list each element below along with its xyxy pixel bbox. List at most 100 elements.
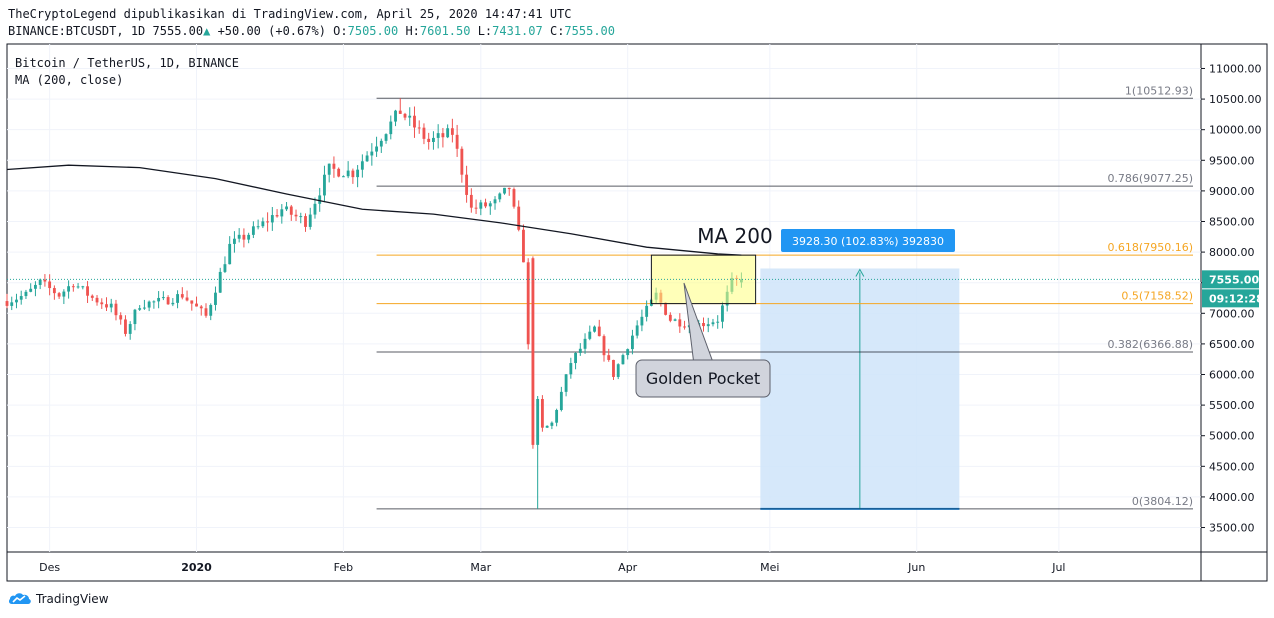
candle-body	[76, 286, 80, 288]
candle-body	[593, 326, 596, 332]
y-tick-label: 4500.00	[1209, 460, 1255, 473]
candle-body	[337, 168, 341, 177]
candle-body	[555, 409, 559, 423]
x-tick-label: Jul	[1051, 561, 1065, 574]
candle-body	[427, 138, 431, 142]
x-tick-label: Mar	[470, 561, 491, 574]
candle-body	[86, 286, 89, 296]
candle-body	[142, 307, 146, 309]
candle-body	[119, 315, 123, 320]
candle-body	[597, 326, 601, 337]
candle-body	[346, 170, 350, 177]
candle-body	[465, 174, 469, 195]
candle-body	[223, 264, 227, 272]
candle-body	[43, 279, 47, 282]
x-tick-label: Jun	[907, 561, 925, 574]
ma200-annotation: MA 200	[697, 224, 772, 248]
candle-body	[356, 169, 360, 178]
candle-body	[166, 297, 170, 305]
projection-label: 3928.30 (102.83%) 392830	[792, 235, 944, 248]
candle-body	[67, 286, 71, 292]
candle-body	[5, 301, 9, 306]
candle-body	[29, 288, 33, 292]
candle-body	[512, 189, 516, 207]
candle-body	[199, 306, 203, 309]
symbol-label: BINANCE:BTCUSDT, 1D	[8, 24, 146, 38]
chart-attribution: TheCryptoLegend dipublikasikan di Tradin…	[8, 7, 572, 21]
candle-body	[71, 286, 75, 288]
candle-body	[607, 355, 611, 360]
candle-body	[275, 215, 279, 217]
candle-body	[351, 170, 355, 178]
last-price-tag	[1202, 270, 1259, 289]
chart-frame	[6, 43, 1268, 582]
candle-body	[540, 398, 544, 428]
countdown-tag	[1202, 289, 1259, 308]
close-value: 7555.00	[564, 24, 615, 38]
candle-body	[588, 331, 592, 339]
fib-level-label: 0.382(6366.88)	[1107, 338, 1193, 351]
candle-body	[147, 301, 151, 308]
candle-body	[242, 234, 246, 240]
y-tick-label: 6500.00	[1209, 338, 1255, 351]
candle-body	[15, 299, 18, 303]
tradingview-footer[interactable]: TradingView	[8, 592, 109, 606]
candle-body	[323, 174, 326, 196]
candle-body	[522, 229, 525, 263]
y-tick-label: 8000.00	[1209, 246, 1255, 259]
candle-body	[602, 336, 606, 356]
candle-body	[526, 262, 530, 345]
tradingview-brand: TradingView	[36, 592, 109, 606]
candle-body	[10, 302, 14, 306]
candle-body	[536, 398, 540, 445]
candle-body	[370, 151, 374, 156]
candle-body	[550, 422, 554, 426]
y-tick-label: 5500.00	[1209, 399, 1255, 412]
candle-body	[403, 113, 407, 118]
y-tick-label: 7000.00	[1209, 307, 1255, 320]
candle-body	[48, 281, 52, 289]
close-label: C:	[549, 24, 565, 38]
candle-body	[52, 288, 56, 294]
candle-body	[683, 326, 686, 328]
countdown-tag-label: 09:12:28	[1209, 292, 1264, 305]
candle-body	[180, 294, 184, 298]
candle-body	[498, 193, 502, 200]
candle-body	[308, 214, 312, 227]
candle-body	[398, 110, 402, 114]
fib-level-label: 1(10512.93)	[1125, 84, 1193, 97]
high-value: 7601.50	[419, 24, 471, 38]
candle-body	[384, 134, 388, 141]
candle-body	[251, 226, 255, 235]
candle-body	[289, 206, 293, 215]
candle-body	[545, 425, 549, 428]
open-label: O:	[333, 24, 348, 38]
candle-body	[114, 303, 118, 316]
y-tick-label: 5000.00	[1209, 430, 1255, 443]
candle-body	[488, 203, 492, 207]
candle-body	[436, 133, 440, 138]
price-change: +50.00 (+0.67%)	[217, 24, 326, 38]
candle-body	[237, 234, 241, 239]
candle-body	[446, 128, 450, 138]
y-tick-label: 3500.00	[1209, 522, 1255, 535]
candle-body	[635, 325, 639, 336]
candle-body	[247, 234, 251, 240]
candle-body	[128, 324, 132, 334]
candle-body	[493, 199, 497, 204]
golden-pocket-callout[interactable]	[635, 359, 771, 398]
candle-body	[422, 127, 426, 139]
candle-body	[19, 296, 23, 300]
candle-body	[389, 121, 393, 135]
candle-body	[432, 137, 435, 142]
low-value: 7431.07	[492, 24, 543, 38]
y-tick-label: 9000.00	[1209, 185, 1255, 198]
candle-body	[455, 134, 459, 149]
candle-body	[204, 308, 208, 316]
candle-body	[304, 216, 307, 227]
candle-body	[138, 308, 142, 310]
candle-body	[218, 271, 222, 293]
candle-body	[460, 148, 464, 175]
y-tick-label: 9500.00	[1209, 154, 1255, 167]
